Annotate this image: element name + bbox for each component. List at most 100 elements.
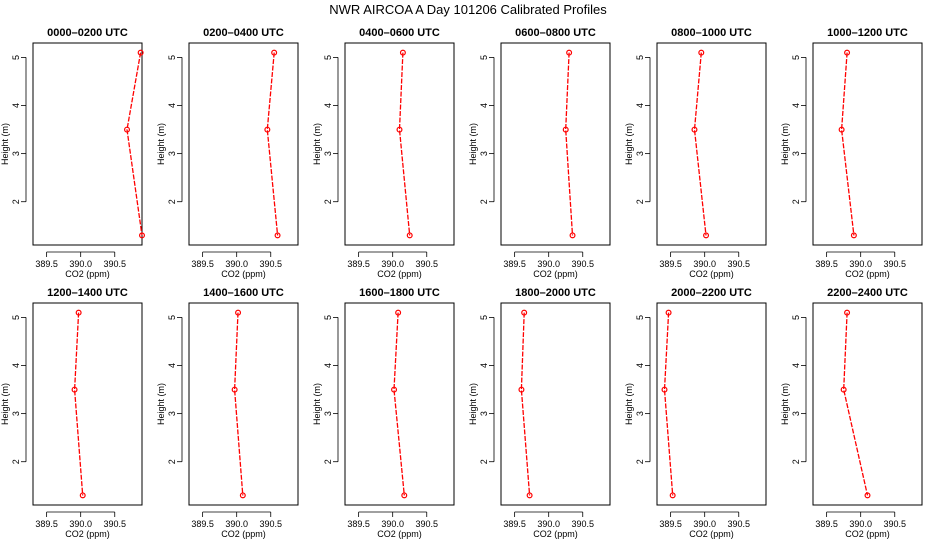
y-tick-label: 2 [11, 459, 21, 464]
y-axis: 2 3 4 5 [167, 315, 183, 464]
x-axis: 389.5 390.0 390.5 [815, 511, 906, 529]
y-axis-label: Height (m) [156, 383, 166, 425]
plot-frame [500, 302, 611, 506]
panel-title: 1600–1800 UTC [359, 287, 440, 299]
x-tick-label: 390.0 [849, 259, 872, 269]
y-tick-label: 4 [635, 363, 645, 368]
data-point [661, 386, 668, 393]
x-axis-label: CO2 (ppm) [221, 269, 266, 279]
x-axis-label: CO2 (ppm) [845, 269, 890, 279]
y-tick-label: 2 [791, 199, 801, 204]
x-tick-label: 389.5 [191, 519, 214, 529]
profile-line [520, 312, 531, 496]
y-axis: 2 3 4 5 [323, 315, 339, 464]
plot-frame [32, 302, 143, 506]
x-tick-label: 389.5 [659, 259, 682, 269]
plot-frame [32, 42, 143, 246]
data-point [844, 309, 851, 316]
x-axis: 389.5 390.0 390.5 [191, 511, 282, 529]
y-tick-label: 4 [11, 363, 21, 368]
x-axis-label: CO2 (ppm) [533, 269, 578, 279]
data-point [391, 386, 398, 393]
y-axis: 2 3 4 5 [635, 55, 651, 204]
x-axis-label: CO2 (ppm) [65, 529, 110, 539]
x-axis-label: CO2 (ppm) [377, 529, 422, 539]
x-tick-label: 390.5 [727, 519, 750, 529]
plot-frame [812, 302, 923, 506]
y-tick-label: 3 [635, 151, 645, 156]
x-axis: 389.5 390.0 390.5 [347, 251, 438, 269]
y-tick-label: 3 [791, 411, 801, 416]
y-tick-label: 2 [167, 199, 177, 204]
x-tick-label: 389.5 [35, 259, 58, 269]
data-point [401, 492, 408, 499]
x-tick-label: 389.5 [347, 519, 370, 529]
y-axis-label: Height (m) [468, 123, 478, 165]
x-tick-label: 390.5 [259, 519, 282, 529]
x-axis-label: CO2 (ppm) [689, 269, 734, 279]
panel-title: 1800–2000 UTC [515, 287, 596, 299]
profile-line [266, 52, 279, 236]
y-axis: 2 3 4 5 [479, 315, 495, 464]
profile-line [126, 52, 143, 236]
plot-frame [656, 302, 767, 506]
plot-frame [188, 302, 299, 506]
y-axis-label: Height (m) [312, 383, 322, 425]
x-axis-label: CO2 (ppm) [65, 269, 110, 279]
plot-frame [188, 42, 299, 246]
profile-line [565, 52, 574, 236]
y-tick-label: 4 [479, 103, 489, 108]
panel-title: 0000–0200 UTC [47, 27, 128, 39]
data-point [691, 126, 698, 133]
x-axis: 389.5 390.0 390.5 [503, 511, 594, 529]
data-point [271, 49, 278, 56]
y-tick-label: 3 [11, 411, 21, 416]
data-point [264, 126, 271, 133]
panel-title: 1400–1600 UTC [203, 287, 284, 299]
x-tick-label: 390.0 [225, 519, 248, 529]
y-tick-label: 2 [167, 459, 177, 464]
data-point [235, 309, 242, 316]
y-tick-label: 3 [479, 151, 489, 156]
y-tick-label: 4 [479, 363, 489, 368]
plot-frame [656, 42, 767, 246]
y-axis-label: Height (m) [780, 383, 790, 425]
x-tick-label: 390.5 [415, 519, 438, 529]
data-point [518, 386, 525, 393]
y-axis: 2 3 4 5 [11, 55, 27, 204]
data-point [139, 232, 146, 239]
x-axis-label: CO2 (ppm) [689, 529, 734, 539]
x-axis: 389.5 390.0 390.5 [347, 511, 438, 529]
x-axis-label: CO2 (ppm) [533, 529, 578, 539]
y-tick-label: 5 [323, 315, 333, 320]
data-point [562, 126, 569, 133]
y-axis-label: Height (m) [624, 123, 634, 165]
y-tick-label: 5 [479, 315, 489, 320]
y-tick-label: 3 [167, 411, 177, 416]
data-point [850, 232, 857, 239]
data-point [231, 386, 238, 393]
data-point [669, 492, 676, 499]
panel-title: 0800–1000 UTC [671, 27, 752, 39]
data-point [521, 309, 528, 316]
y-tick-label: 5 [635, 315, 645, 320]
x-tick-label: 390.5 [883, 259, 906, 269]
y-tick-label: 5 [11, 55, 21, 60]
x-tick-label: 389.5 [659, 519, 682, 529]
data-point [526, 492, 533, 499]
panel-title: 1000–1200 UTC [827, 27, 908, 39]
y-tick-label: 4 [791, 103, 801, 108]
data-point [75, 309, 82, 316]
y-axis-label: Height (m) [624, 383, 634, 425]
y-tick-label: 3 [479, 411, 489, 416]
plot-frame [500, 42, 611, 246]
x-axis: 389.5 390.0 390.5 [659, 251, 750, 269]
x-axis: 389.5 390.0 390.5 [503, 251, 594, 269]
y-tick-label: 2 [635, 199, 645, 204]
figure-title: NWR AIRCOA A Day 101206 Calibrated Profi… [329, 2, 607, 17]
